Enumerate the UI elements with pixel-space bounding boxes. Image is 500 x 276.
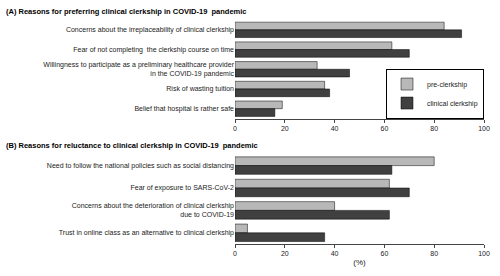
- svg-text:clinical clerkship: clinical clerkship: [427, 100, 478, 108]
- svg-text:60: 60: [381, 250, 389, 257]
- svg-text:20: 20: [281, 125, 289, 132]
- svg-text:80: 80: [430, 250, 438, 257]
- svg-text:20: 20: [281, 250, 289, 257]
- svg-text:Willingness to participate as: Willingness to participate as a prelimin…: [43, 61, 234, 78]
- svg-text:Risk of wasting tuition: Risk of wasting tuition: [166, 85, 234, 93]
- svg-text:Trust in online class as an al: Trust in online class as an alternative …: [59, 229, 234, 237]
- svg-text:(%): (%): [353, 258, 366, 267]
- svg-text:Fear of exposure to SARS-CoV-2: Fear of exposure to SARS-CoV-2: [131, 184, 235, 192]
- svg-text:100: 100: [478, 250, 490, 257]
- svg-text:Fear of not completing the cl: Fear of not completing the clerkship cou…: [73, 46, 234, 54]
- svg-text:40: 40: [331, 250, 339, 257]
- svg-text:0: 0: [233, 125, 237, 132]
- svg-text:40: 40: [331, 125, 339, 132]
- svg-text:100: 100: [478, 125, 490, 132]
- svg-text:0: 0: [233, 250, 237, 257]
- svg-text:80: 80: [430, 125, 438, 132]
- svg-text:pre-clerkship: pre-clerkship: [427, 81, 467, 89]
- svg-text:Belief that hospital is rather: Belief that hospital is rather safe: [134, 105, 234, 113]
- svg-text:(B) Reasons for reluctance to: (B) Reasons for reluctance to clinical c…: [6, 141, 258, 150]
- svg-text:Concerns about the irreplaceab: Concerns about the irreplaceability of c…: [66, 26, 234, 34]
- svg-text:Need to follow the national po: Need to follow the national policies suc…: [47, 162, 234, 170]
- svg-text:60: 60: [381, 125, 389, 132]
- svg-text:Concerns about the deteriorati: Concerns about the deterioration of clin…: [72, 202, 234, 218]
- svg-text:(A) Reasons for preferring cli: (A) Reasons for preferring clinical cler…: [6, 7, 246, 16]
